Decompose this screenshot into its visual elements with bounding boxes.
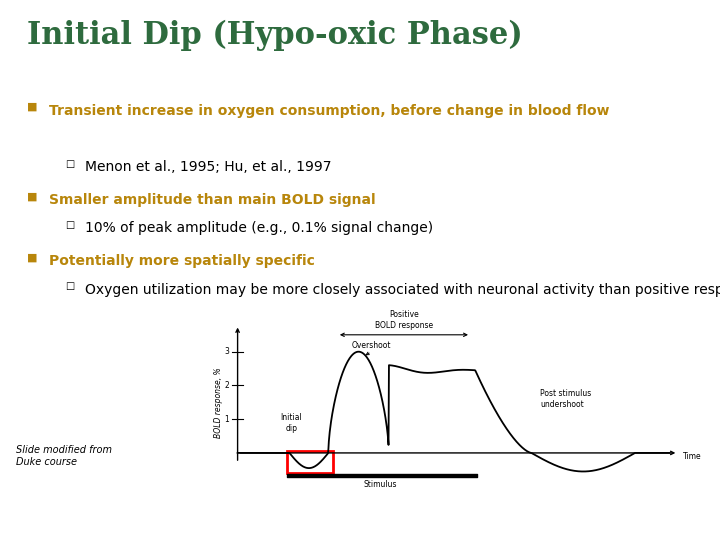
Text: Stimulus: Stimulus	[364, 480, 397, 489]
Text: □: □	[65, 159, 74, 168]
Text: Overshoot: Overshoot	[352, 341, 391, 350]
Text: Smaller amplitude than main BOLD signal: Smaller amplitude than main BOLD signal	[49, 193, 376, 207]
Text: Slide modified from
Duke course: Slide modified from Duke course	[16, 446, 112, 467]
Text: Transient increase in oxygen consumption, before change in blood flow: Transient increase in oxygen consumption…	[49, 104, 609, 118]
Text: BOLD response, %: BOLD response, %	[214, 367, 222, 438]
Text: Initial Dip (Hypo-oxic Phase): Initial Dip (Hypo-oxic Phase)	[27, 20, 523, 51]
Text: 10% of peak amplitude (e.g., 0.1% signal change): 10% of peak amplitude (e.g., 0.1% signal…	[85, 221, 433, 235]
Text: Potentially more spatially specific: Potentially more spatially specific	[49, 254, 315, 268]
Text: 1: 1	[224, 415, 229, 424]
Text: Positive
BOLD response: Positive BOLD response	[375, 310, 433, 330]
Text: Time: Time	[683, 452, 701, 461]
Text: Oxygen utilization may be more closely associated with neuronal activity than po: Oxygen utilization may be more closely a…	[85, 282, 720, 296]
Text: □: □	[65, 281, 74, 291]
Text: 2: 2	[224, 381, 229, 390]
Text: ■: ■	[27, 191, 38, 201]
Text: 4/3/2007   University of Kentucky: 4/3/2007 University of Kentucky	[70, 511, 243, 522]
Bar	[287, 451, 333, 472]
Text: Menon et al., 1995; Hu, et al., 1997: Menon et al., 1995; Hu, et al., 1997	[85, 160, 331, 174]
Text: 3: 3	[224, 347, 229, 356]
Text: □: □	[65, 220, 74, 230]
Text: CS 689 →      Computational Medical Imaging Processing      ‥25‧: CS 689 → Computational Medical Imaging P…	[356, 511, 678, 522]
Text: Post stimulus
undershoot: Post stimulus undershoot	[540, 389, 591, 409]
Text: Initial
dip: Initial dip	[281, 413, 302, 433]
Text: ■: ■	[27, 102, 38, 112]
Text: ■: ■	[27, 253, 38, 262]
